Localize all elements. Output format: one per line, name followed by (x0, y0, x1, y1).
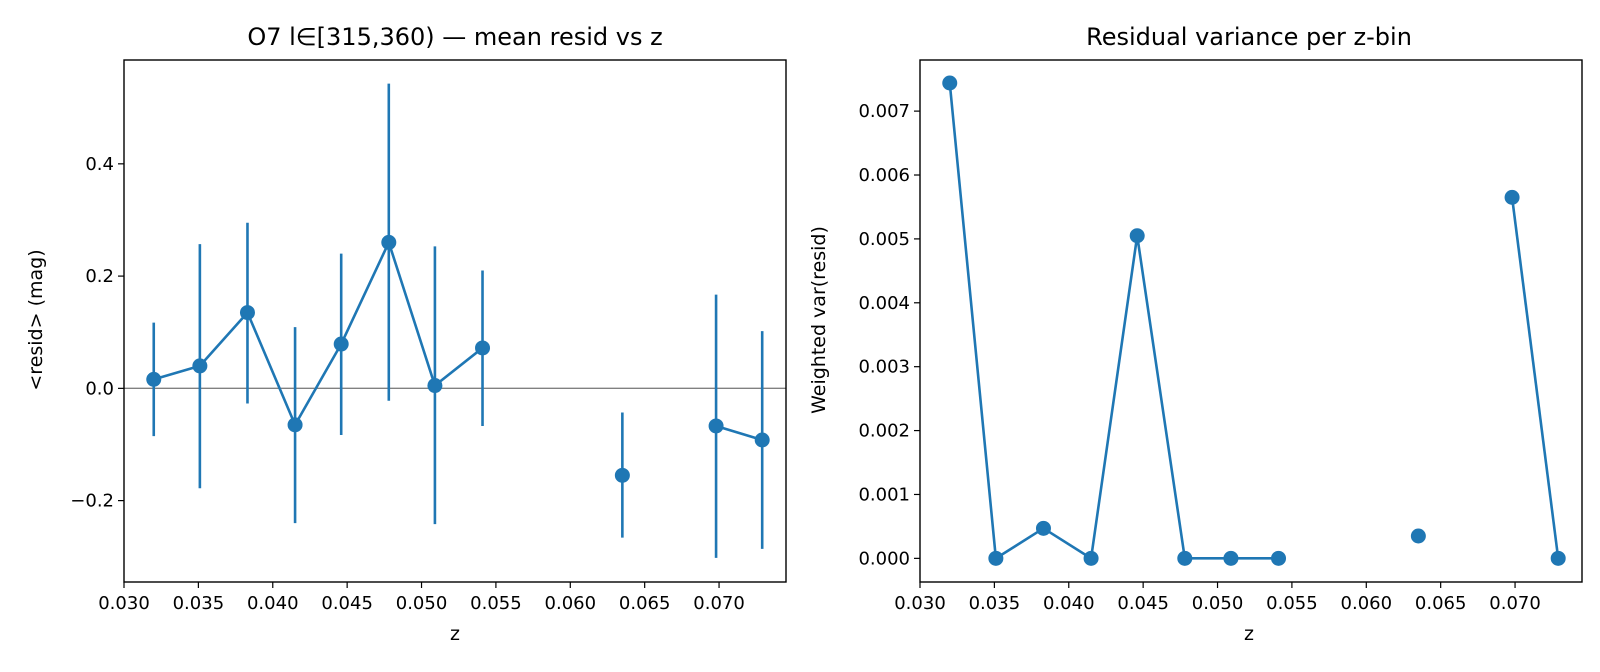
right-y-tick-label: 0.006 (858, 165, 910, 186)
left-data-point (146, 371, 162, 387)
right-data-point (1504, 189, 1520, 205)
left-x-tick-label: 0.055 (470, 593, 522, 614)
left-data-point (754, 432, 770, 448)
left-y-tick-label: 0.2 (85, 266, 114, 287)
right-x-tick-label: 0.050 (1192, 593, 1244, 614)
right-y-tick-label: 0.000 (858, 548, 910, 569)
right-y-tick-label: 0.001 (858, 484, 910, 505)
left-series-line-segment (715, 424, 763, 442)
left-data-point (614, 467, 630, 483)
left-x-tick-label: 0.035 (173, 593, 225, 614)
right-x-tick-label: 0.035 (969, 593, 1021, 614)
left-plot-frame (123, 59, 787, 583)
right-x-tick-label: 0.040 (1043, 593, 1095, 614)
right-chart-panel: Residual variance per z-bin z Weighted v… (808, 23, 1583, 645)
left-series-line (153, 241, 484, 427)
right-series-line (948, 82, 1279, 560)
left-x-tick-label: 0.045 (321, 593, 373, 614)
left-data-point (192, 358, 208, 374)
left-data-point (333, 336, 349, 352)
right-y-tick-label: 0.007 (858, 101, 910, 122)
right-series-line-segment (1510, 197, 1560, 559)
left-x-tick-label: 0.060 (545, 593, 597, 614)
right-data-point (1083, 550, 1099, 566)
right-data-point (1035, 520, 1051, 536)
right-x-tick-label: 0.065 (1415, 593, 1467, 614)
left-y-tick-label: −0.2 (70, 491, 114, 512)
right-chart-title: Residual variance per z-bin (1086, 23, 1412, 51)
left-y-tick-label: 0.0 (85, 378, 114, 399)
left-x-tick-label: 0.065 (619, 593, 671, 614)
left-data-point (287, 417, 303, 433)
left-data-point (475, 340, 491, 356)
right-y-tick-label: 0.005 (858, 229, 910, 250)
right-y-tick-label: 0.003 (858, 357, 910, 378)
left-x-axis-label: z (450, 623, 460, 645)
left-x-tick-label: 0.030 (98, 593, 150, 614)
left-data-point (381, 234, 397, 250)
left-x-tick-label: 0.050 (396, 593, 448, 614)
left-y-axis-label: <resid> (mag) (25, 249, 47, 390)
right-y-axis-label: Weighted var(resid) (808, 226, 830, 414)
right-x-axis-label: z (1244, 623, 1254, 645)
left-data-point (239, 305, 255, 321)
right-data-point (1177, 550, 1193, 566)
right-x-tick-label: 0.070 (1489, 593, 1541, 614)
right-y-tick-label: 0.002 (858, 421, 910, 442)
right-data-point (1410, 528, 1426, 544)
right-data-point (1129, 228, 1145, 244)
left-data-point (427, 378, 443, 394)
right-x-tick-label: 0.045 (1117, 593, 1169, 614)
right-x-tick-label: 0.060 (1341, 593, 1393, 614)
right-data-point (1271, 550, 1287, 566)
right-x-tick-label: 0.030 (894, 593, 946, 614)
right-x-tick-label: 0.055 (1266, 593, 1318, 614)
left-chart-panel: O7 l∈[315,360) — mean resid vs z z <resi… (25, 23, 787, 645)
right-y-tick-label: 0.004 (858, 293, 910, 314)
right-data-point (1550, 550, 1566, 566)
left-x-tick-label: 0.070 (693, 593, 745, 614)
right-data-point (942, 75, 958, 91)
left-x-tick-label: 0.040 (247, 593, 299, 614)
right-data-point (988, 550, 1004, 566)
left-data-point (708, 418, 724, 434)
right-plot-frame (919, 59, 1583, 583)
left-y-tick-label: 0.4 (85, 154, 114, 175)
left-chart-title: O7 l∈[315,360) — mean resid vs z (247, 23, 662, 51)
right-data-point (1223, 550, 1239, 566)
